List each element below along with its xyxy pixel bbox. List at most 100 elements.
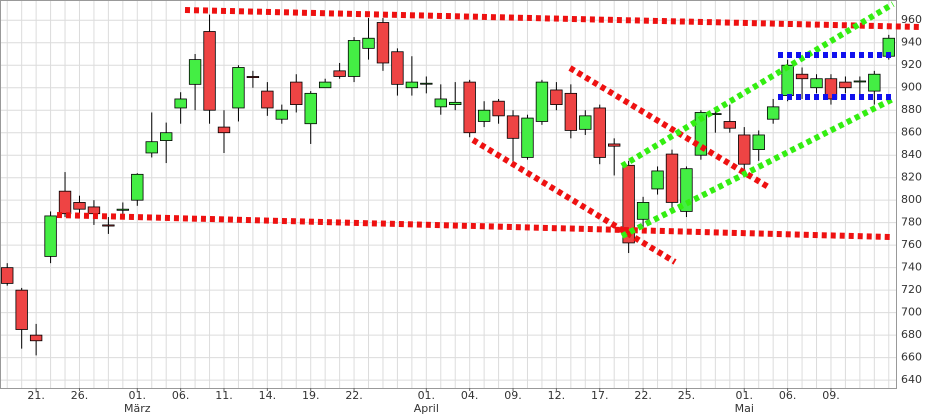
candle-body [160, 132, 173, 141]
candle-body [15, 289, 28, 330]
candle-body [391, 51, 404, 85]
month-label: Mai [735, 402, 754, 415]
candle-body [564, 92, 578, 131]
candle-body [188, 59, 202, 85]
y-tick-label: 660 [901, 351, 922, 364]
candle-body [290, 81, 303, 105]
y-tick-label: 700 [901, 306, 922, 319]
candle-body [795, 73, 809, 80]
candle-body [810, 78, 823, 89]
x-tick-label: 01. [129, 389, 147, 402]
candle-body [44, 215, 57, 257]
candle-body [680, 168, 693, 212]
candle-body [304, 92, 317, 125]
candle-body [87, 206, 101, 215]
x-tick-label: 04. [461, 389, 479, 402]
candle-body [463, 81, 476, 134]
x-tick-label: 19. [302, 389, 320, 402]
y-tick-label: 840 [901, 148, 922, 161]
candle-body [824, 78, 838, 100]
candle-body [738, 134, 751, 165]
x-tick-label: 06. [779, 389, 797, 402]
candle-body [868, 73, 881, 92]
candle-body [434, 98, 447, 108]
trend-line [620, 1, 895, 169]
x-tick-label: 09. [822, 389, 840, 402]
candles [1, 14, 895, 356]
candle-body [449, 101, 462, 105]
candle-body [116, 208, 130, 211]
candle-body [651, 170, 664, 190]
candle-body [145, 141, 158, 154]
y-tick-label: 760 [901, 238, 922, 251]
candle-body [405, 81, 419, 89]
candle-body [232, 67, 245, 109]
y-tick-label: 820 [901, 171, 922, 184]
trend-line [471, 137, 677, 265]
y-tick-label: 920 [901, 58, 922, 71]
x-tick-label: 12. [548, 389, 566, 402]
x-tick-label: 01. [736, 389, 754, 402]
candle-body [131, 173, 144, 201]
y-tick-label: 860 [901, 126, 922, 139]
x-tick-label: 09. [504, 389, 522, 402]
candle-body [261, 90, 274, 109]
candle-body [376, 22, 390, 64]
candle-body [477, 109, 491, 122]
x-tick-label: 14. [259, 389, 277, 402]
candle-body [608, 143, 621, 147]
candle-body [29, 334, 43, 342]
candle-body [694, 112, 708, 156]
x-tick-label: 26. [71, 389, 89, 402]
y-tick-label: 640 [901, 373, 922, 386]
grid [0, 0, 897, 389]
y-tick-label: 900 [901, 81, 922, 94]
y-tick-label: 740 [901, 261, 922, 274]
month-label: März [124, 402, 151, 415]
candle-body [246, 76, 260, 79]
x-tick-label: 11. [215, 389, 233, 402]
candle-body [723, 121, 736, 129]
candle-body [521, 117, 534, 158]
labels: 640 660 680 700 720 740 760 780 800 820 840 860 880 9… [27, 13, 922, 415]
trend-line [184, 7, 921, 30]
x-tick-label: 06. [172, 389, 190, 402]
candle-body [174, 98, 187, 109]
x-tick-label: 22. [345, 389, 363, 402]
candle-body [333, 70, 346, 77]
y-tick-label: 880 [901, 103, 922, 116]
candle-body [1, 267, 14, 284]
candle-body [362, 37, 375, 49]
trend-line [568, 65, 772, 191]
x-tick-label: 17. [591, 389, 609, 402]
trend-line [620, 95, 897, 239]
x-tick-label: 01. [418, 389, 436, 402]
y-tick-label: 800 [901, 193, 922, 206]
candle-body [217, 126, 231, 134]
candle-body [853, 80, 867, 83]
y-tick-label: 720 [901, 283, 922, 296]
plot-border [0, 0, 897, 389]
candle-body [839, 81, 852, 89]
candle-body [102, 224, 115, 227]
candle-body [318, 81, 332, 89]
month-label: April [414, 402, 439, 415]
candle-body [492, 100, 505, 117]
trend-line [56, 212, 891, 240]
candle-body [766, 106, 780, 120]
candle-body [622, 164, 635, 244]
candle-body [347, 40, 361, 77]
candle-body [73, 202, 86, 210]
candle-body [579, 115, 592, 130]
y-tick-label: 960 [901, 13, 922, 26]
candle-body [203, 31, 216, 111]
trend-lines [56, 1, 921, 265]
y-tick-label: 780 [901, 216, 922, 229]
candle-body [636, 202, 650, 220]
x-tick-label: 21. [27, 389, 45, 402]
x-tick-label: 25. [678, 389, 696, 402]
candle-body [593, 107, 606, 158]
candle-body [420, 82, 433, 85]
candle-body [665, 153, 679, 203]
